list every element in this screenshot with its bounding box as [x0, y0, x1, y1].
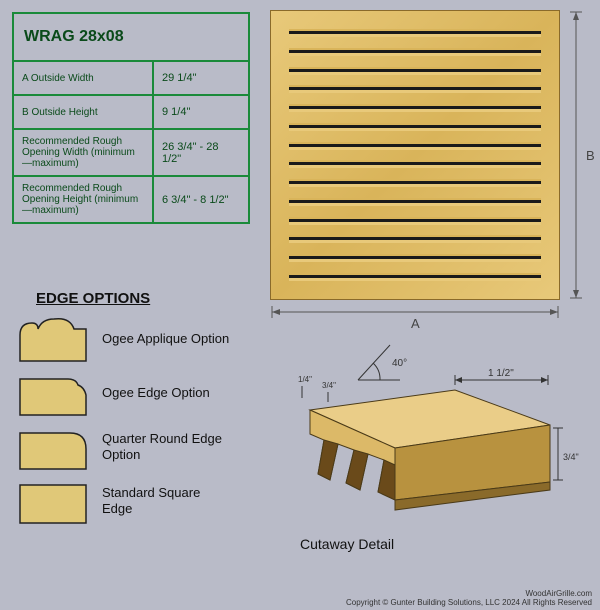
cutaway-dim-small2: 3/4" — [322, 381, 336, 390]
grille-slat — [289, 29, 541, 37]
spec-label: B Outside Height — [14, 96, 154, 128]
spec-row: Recommended Rough Opening Width (minimum… — [14, 130, 248, 177]
spec-label: A Outside Width — [14, 62, 154, 94]
spec-table-title: WRAG 28x08 — [14, 14, 248, 62]
edge-swatch-ogee_edge — [18, 369, 88, 417]
spec-label: Recommended Rough Opening Width (minimum… — [14, 130, 154, 175]
spec-value: 29 1/4" — [154, 62, 248, 94]
angle-indicator: 40° — [358, 345, 407, 380]
cutaway-dim-small1: 1/4" — [298, 375, 312, 384]
spec-row: B Outside Height 9 1/4" — [14, 96, 248, 130]
spec-value: 26 3/4" - 28 1/2" — [154, 130, 248, 175]
edge-option-row: Ogee Applique Option — [18, 315, 258, 363]
grille-slat — [289, 104, 541, 112]
edge-option-label: Standard Square Edge — [102, 485, 232, 516]
cutaway-block — [310, 390, 550, 510]
edge-option-row: Standard Square Edge — [18, 477, 258, 525]
edge-options-title: EDGE OPTIONS — [18, 290, 258, 307]
grille-slat — [289, 217, 541, 225]
footer-copyright: Copyright © Gunter Building Solutions, L… — [346, 598, 592, 608]
svg-text:3/4": 3/4" — [563, 452, 579, 462]
edge-swatch-ogee_applique — [18, 315, 88, 363]
spec-row: A Outside Width 29 1/4" — [14, 62, 248, 96]
cutaway-dim-side: 3/4" — [553, 428, 579, 480]
grille-slat — [289, 48, 541, 56]
cutaway-detail: 40° 1/4" 3/4" 1 1/2" — [280, 340, 580, 570]
dimension-a: A — [270, 302, 560, 332]
dimension-b: B — [564, 10, 598, 300]
svg-text:A: A — [411, 316, 420, 331]
grille-slat — [289, 273, 541, 281]
grille-slat — [289, 179, 541, 187]
grille-slat — [289, 198, 541, 206]
edge-option-label: Ogee Edge Option — [102, 385, 210, 401]
svg-text:40°: 40° — [392, 358, 407, 369]
grille-slat — [289, 67, 541, 75]
grille-slat — [289, 123, 541, 131]
footer-site: WoodAirGrille.com — [346, 589, 592, 599]
edge-option-row: Quarter Round Edge Option — [18, 423, 258, 471]
cutaway-label: Cutaway Detail — [300, 536, 394, 552]
edge-option-label: Ogee Applique Option — [102, 331, 229, 347]
grille-slat — [289, 142, 541, 150]
edge-option-row: Ogee Edge Option — [18, 369, 258, 417]
spec-value: 6 3/4" - 8 1/2" — [154, 177, 248, 222]
cutaway-dim-top: 1 1/2" — [455, 368, 548, 385]
edge-swatch-quarter_round — [18, 423, 88, 471]
grille-slat — [289, 85, 541, 93]
grille-slat — [289, 254, 541, 262]
spec-value: 9 1/4" — [154, 96, 248, 128]
grille-slat — [289, 160, 541, 168]
spec-label: Recommended Rough Opening Height (minimu… — [14, 177, 154, 222]
grille-front-view — [270, 10, 560, 300]
edge-option-label: Quarter Round Edge Option — [102, 431, 232, 462]
footer: WoodAirGrille.com Copyright © Gunter Bui… — [346, 589, 592, 608]
svg-text:B: B — [586, 148, 595, 163]
grille-slat — [289, 235, 541, 243]
edge-options-section: EDGE OPTIONS Ogee Applique Option Ogee E… — [18, 290, 258, 531]
spec-row: Recommended Rough Opening Height (minimu… — [14, 177, 248, 222]
edge-swatch-square — [18, 477, 88, 525]
spec-table: WRAG 28x08 A Outside Width 29 1/4"B Outs… — [12, 12, 250, 224]
svg-text:1 1/2": 1 1/2" — [488, 368, 514, 379]
